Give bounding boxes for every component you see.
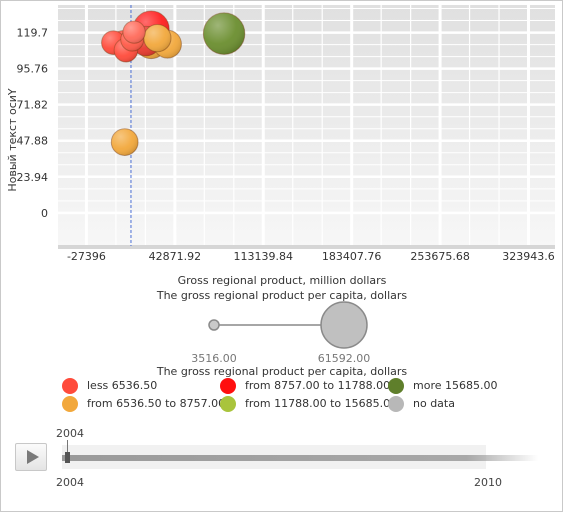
size-legend-min-bubble [208,319,220,331]
legend-label: from 6536.50 to 8757.00 [87,397,226,410]
x-tick-label: 113139.84 [234,250,294,263]
legend-swatch [62,378,78,394]
bubbles [101,10,246,156]
size-legend-title: The gross regional product per capita, d… [156,365,408,378]
timeline-bar[interactable] [62,455,538,461]
x-axis-title: Gross regional product, million dollars [178,274,387,287]
x-axis-ticks: -27396 42871.92 113139.84 183407.76 253675.6… [67,250,555,263]
timeline-current-label: 2004 [56,427,84,440]
size-legend: 3516.00 61592.00 The gross regional prod… [156,301,408,378]
timeline-current-marker [67,440,68,452]
x-tick-label: 42871.92 [149,250,202,263]
size-axis-title: The gross regional product per capita, d… [156,289,408,302]
play-icon [27,450,39,464]
legend-label: no data [413,397,455,410]
timeline-start-label: 2004 [56,476,84,489]
y-tick-label: 71.82 [17,99,49,112]
timeline-slider-thumb[interactable] [65,452,70,463]
play-button[interactable] [15,443,47,471]
y-axis-title: Новый текст осиY [6,88,19,192]
legend-swatch [388,378,404,394]
legend-swatch [220,396,236,412]
size-legend-max-bubble [320,301,368,349]
x-tick-label: 183407.76 [322,250,382,263]
size-legend-max-label: 61592.00 [318,352,371,365]
x-tick-label: 253675.68 [410,250,470,263]
legend-label: from 11788.00 to 15685.00 [245,397,398,410]
size-legend-min-label: 3516.00 [191,352,237,365]
y-axis-ticks: 0 23.94 47.88 71.82 95.76 119.7 [17,27,49,220]
y-tick-label: 23.94 [17,171,49,184]
x-tick-label: -27396 [67,250,106,263]
legend-swatch [220,378,236,394]
y-tick-label: 47.88 [17,135,49,148]
y-tick-label: 95.76 [17,63,49,76]
bubble-shade [111,128,139,156]
legend-label: less 6536.50 [87,379,158,392]
bubble-shade [122,20,146,44]
timeline-end-label: 2010 [474,476,502,489]
y-tick-label: 119.7 [17,27,49,40]
color-legend: less 6536.50 from 6536.50 to 8757.00 fro… [62,378,532,414]
legend-label: from 8757.00 to 11788.00 [245,379,391,392]
x-axis-line [58,245,555,249]
y-tick-label: 0 [41,207,48,220]
legend-label: more 15685.00 [413,379,498,392]
legend-swatch [62,396,78,412]
legend-swatch [388,396,404,412]
bubble-shade [143,24,172,52]
bubble-shade [203,12,245,55]
x-tick-label: 323943.6 [502,250,555,263]
